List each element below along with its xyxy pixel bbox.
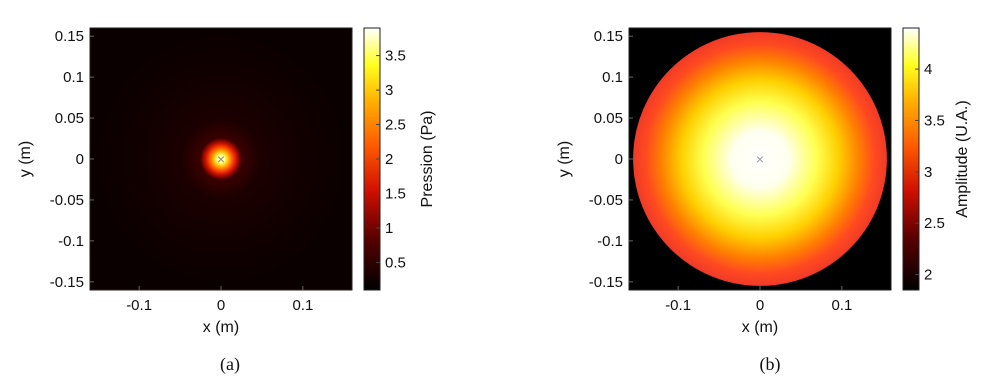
- colorbar-ticks-a: 3.5 3 2.5 2 1.5 1 0.5: [376, 48, 406, 271]
- y-tick-label-a: -0.05: [50, 192, 84, 209]
- x-ticks-b: -0.1 0 0.1: [665, 286, 852, 314]
- colorbar-tick-label-b: 3.5: [924, 112, 945, 129]
- y-tick-label-b: 0.15: [594, 28, 623, 45]
- colorbar-ticks-b: 4 3.5 3 2.5 2: [915, 61, 945, 284]
- colorbar-b: [902, 27, 920, 291]
- y-tick-label-a: -0.1: [58, 233, 84, 250]
- colorbar-tick-label-a: 1: [385, 220, 393, 237]
- y-tick-label-a: 0: [76, 151, 84, 168]
- colorbar-label-b: Amplitude (U.A.): [954, 100, 971, 217]
- x-axis-label-b: x (m): [742, 319, 778, 336]
- y-tick-label-b: -0.05: [589, 192, 623, 209]
- colorbar-tick-label-a: 0.5: [385, 254, 406, 271]
- colorbar-tick-label-b: 4: [924, 61, 932, 78]
- caption-a: (a): [220, 354, 240, 375]
- colorbar-tick-label-b: 3: [924, 164, 932, 181]
- y-tick-label-b: 0.1: [602, 69, 623, 86]
- colorbar-tick-label-a: 2: [385, 151, 393, 168]
- x-tick-label-b: 0.1: [831, 297, 852, 314]
- y-tick-label-b: 0.05: [594, 110, 623, 127]
- colorbar-tick-label-a: 1.5: [385, 185, 406, 202]
- x-tick-label-a: -0.1: [126, 297, 152, 314]
- y-ticks-a: 0.15 0.1 0.05 0 -0.05 -0.1 -0.15: [50, 28, 94, 291]
- pressure-field-a: [90, 28, 352, 290]
- x-tick-label-b: -0.1: [665, 297, 691, 314]
- center-marker-b: ×: [756, 151, 764, 167]
- y-tick-label-a: 0.1: [63, 69, 84, 86]
- y-tick-label-a: 0.15: [55, 28, 84, 45]
- center-marker-a: ×: [217, 151, 225, 167]
- x-tick-label-a: 0: [217, 297, 225, 314]
- y-axis-label-b: y (m): [556, 141, 573, 177]
- x-ticks-a: -0.1 0 0.1: [126, 286, 313, 314]
- panel-a: × 0.15 0.1 0.05 0 -0.05 -0.1 -0.15 -0.1 0 0.1 y …: [17, 27, 436, 375]
- x-tick-label-b: 0: [756, 297, 764, 314]
- y-tick-label-b: -0.15: [589, 274, 623, 291]
- y-tick-label-b: -0.1: [597, 233, 623, 250]
- x-axis-label-a: x (m): [203, 319, 239, 336]
- y-ticks-b: 0.15 0.1 0.05 0 -0.05 -0.1 -0.15: [589, 28, 633, 291]
- panel-b: × 0.15 0.1 0.05 0 -0.05 -0.1 -0.15 -0.1 0 0.1 y …: [556, 27, 971, 375]
- y-tick-label-a: -0.15: [50, 274, 84, 291]
- x-tick-label-a: 0.1: [292, 297, 313, 314]
- colorbar-tick-label-a: 3.5: [385, 48, 406, 65]
- colorbar-tick-label-b: 2: [924, 267, 932, 284]
- colorbar-tick-label-a: 2.5: [385, 117, 406, 134]
- amplitude-field-b: [633, 32, 887, 286]
- colorbar-tick-label-b: 2.5: [924, 215, 945, 232]
- y-tick-label-b: 0: [615, 151, 623, 168]
- colorbar-label-a: Pression (Pa): [419, 111, 436, 208]
- caption-b: (b): [760, 354, 781, 375]
- colorbar-tick-label-a: 3: [385, 82, 393, 99]
- y-tick-label-a: 0.05: [55, 110, 84, 127]
- y-axis-label-a: y (m): [17, 141, 34, 177]
